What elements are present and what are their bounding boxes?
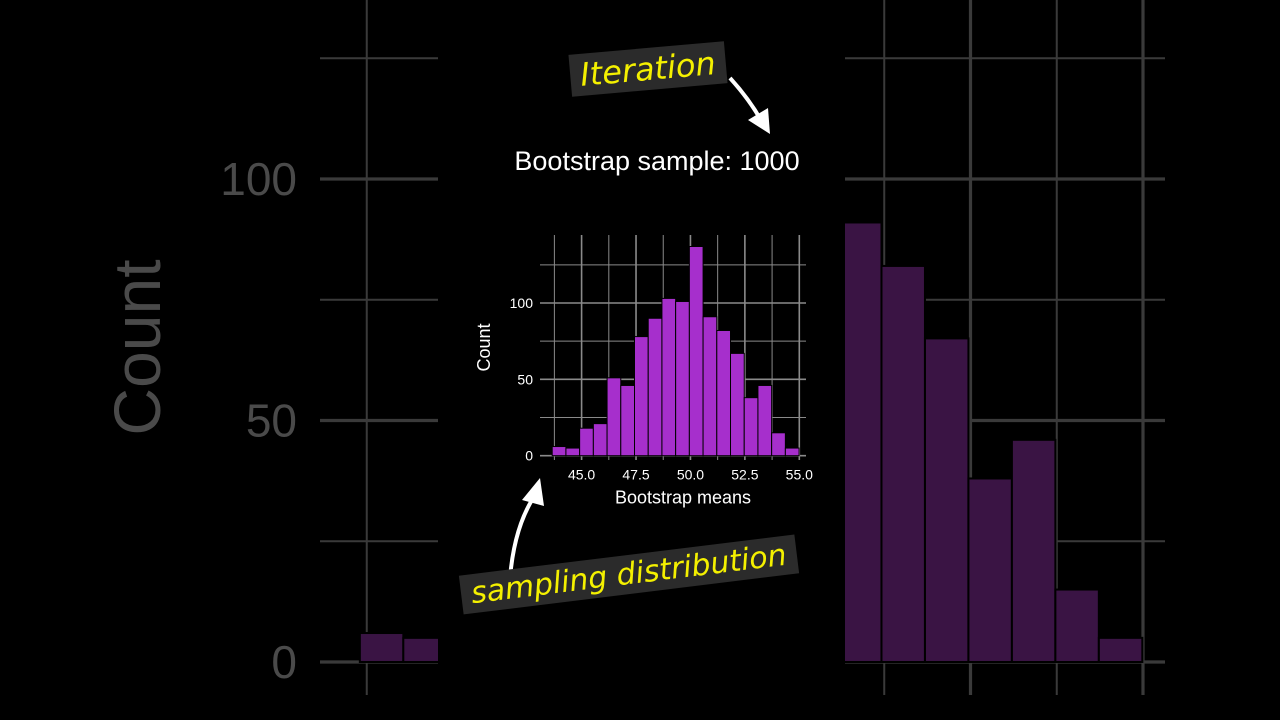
y-tick-label: 50 <box>517 371 533 387</box>
histogram-bar <box>661 297 677 457</box>
histogram-bar <box>1054 588 1100 663</box>
histogram-bar <box>592 423 608 457</box>
histogram-bar <box>1097 636 1144 663</box>
histogram-bar <box>784 447 800 457</box>
arrow-head-icon <box>522 478 544 506</box>
histogram-bar <box>620 384 636 457</box>
histogram-bar <box>967 477 1013 663</box>
x-tick-label: 50.0 <box>677 467 704 483</box>
y-tick-label: 50 <box>246 395 297 447</box>
histogram-bar <box>688 246 704 457</box>
y-tick-label: 100 <box>220 153 297 205</box>
arrow-head-icon <box>748 108 770 134</box>
histogram-bar <box>743 397 759 457</box>
histogram-bar <box>551 446 567 457</box>
histogram-bar <box>923 337 970 663</box>
histogram-bar <box>565 447 581 457</box>
x-tick-label: 45.0 <box>568 467 595 483</box>
histogram-bar <box>606 377 622 457</box>
x-tick-label: 47.5 <box>622 467 649 483</box>
y-tick-label: 0 <box>271 636 297 688</box>
y-axis-label: Count <box>474 323 494 371</box>
histogram-bar <box>757 384 773 457</box>
histogram-bar <box>579 427 594 457</box>
histogram-bar <box>716 329 732 457</box>
histogram-bar <box>358 632 405 664</box>
histogram-bar <box>1010 438 1057 663</box>
x-tick-label: 52.5 <box>731 467 758 483</box>
x-tick-label: 55.0 <box>786 467 813 483</box>
histogram-bar <box>675 300 690 457</box>
histogram-bar <box>771 432 786 457</box>
histogram-bar <box>880 264 926 663</box>
histogram-bar <box>702 316 718 457</box>
x-axis-label: Bootstrap means <box>615 487 751 507</box>
y-axis-label: Count <box>100 259 174 435</box>
chart-title: Bootstrap sample: 1000 <box>514 146 799 176</box>
histogram-bar <box>837 221 883 663</box>
histogram-bar <box>634 336 649 457</box>
histogram-bar <box>647 317 663 457</box>
histogram-bar <box>730 352 745 457</box>
y-tick-label: 0 <box>525 448 533 464</box>
y-tick-label: 100 <box>510 295 534 311</box>
